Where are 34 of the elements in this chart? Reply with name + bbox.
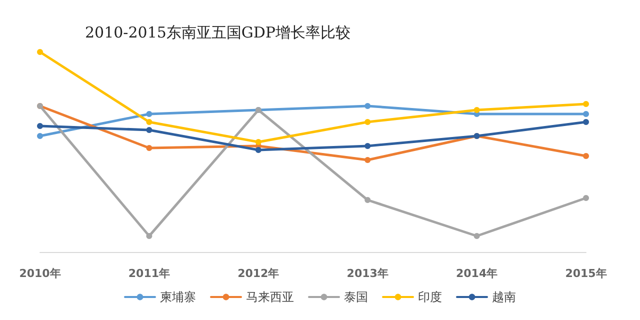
point (364, 119, 371, 125)
point (583, 101, 589, 107)
point (37, 123, 43, 129)
point (583, 153, 589, 159)
point (364, 143, 371, 149)
legend-label: 柬埔寨 (160, 290, 196, 304)
point (474, 233, 480, 239)
point (364, 157, 371, 163)
x-tick-label: 2015年 (565, 267, 607, 280)
point (255, 139, 262, 145)
legend-label: 泰国 (344, 290, 368, 304)
point (255, 147, 262, 153)
point (583, 111, 589, 117)
legend-label: 印度 (418, 290, 442, 304)
point (146, 233, 152, 239)
point (146, 111, 152, 117)
x-tick-label: 2012年 (238, 267, 280, 280)
point (146, 145, 152, 151)
chart-title: 2010-2015东南亚五国GDP增长率比较 (85, 24, 351, 42)
legend-label: 马来西亚 (246, 290, 294, 304)
x-tick-label: 2014年 (456, 267, 498, 280)
point (146, 119, 152, 125)
point (146, 127, 152, 133)
point (364, 197, 371, 203)
point (37, 49, 43, 55)
x-tick-label: 2013年 (346, 267, 388, 280)
point (583, 195, 589, 201)
x-tick-label: 2010年 (19, 267, 61, 280)
x-tick-label: 2011年 (128, 267, 170, 280)
legend-label: 越南 (492, 290, 516, 304)
point (37, 133, 43, 139)
point (583, 119, 589, 125)
point (474, 107, 480, 113)
point (364, 103, 371, 109)
